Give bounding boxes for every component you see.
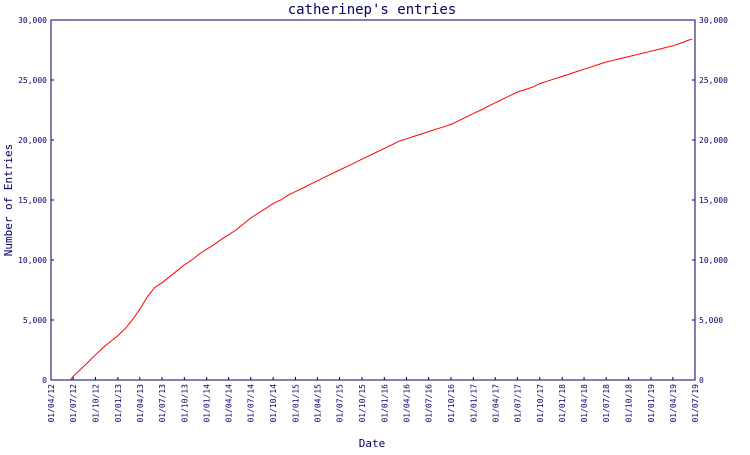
x-tick-label: 01/07/17: [513, 384, 522, 423]
y-tick-label-right: 30,000: [699, 16, 728, 25]
x-tick-label: 01/10/17: [536, 384, 545, 423]
x-tick-label: 01/07/18: [602, 384, 611, 423]
x-axis-label: Date: [359, 437, 386, 450]
chart-title: catherinep's entries: [288, 2, 457, 18]
x-tick-label: 01/07/19: [691, 384, 700, 423]
x-tick-label: 01/07/13: [158, 384, 167, 423]
y-axis-label: Number of Entries: [2, 144, 15, 257]
y-tick-label-left: 20,000: [18, 136, 47, 145]
x-tick-label: 01/10/15: [358, 384, 367, 423]
x-tick-label: 01/07/12: [69, 384, 78, 423]
y-tick-label-right: 20,000: [699, 136, 728, 145]
y-tick-label-left: 5,000: [23, 316, 47, 325]
x-tick-label: 01/01/15: [292, 384, 301, 423]
x-tick-label: 01/07/15: [336, 384, 345, 423]
y-tick-label-right: 15,000: [699, 196, 728, 205]
x-tick-label: 01/04/15: [313, 384, 322, 423]
x-tick-label: 01/07/14: [247, 384, 256, 423]
x-tick-label: 01/04/13: [136, 384, 145, 423]
y-tick-label-left: 0: [42, 376, 47, 385]
y-tick-label-right: 0: [699, 376, 704, 385]
y-tick-label-right: 25,000: [699, 76, 728, 85]
x-tick-label: 01/01/18: [558, 384, 567, 423]
y-tick-label-right: 5,000: [699, 316, 723, 325]
x-tick-label: 01/01/14: [203, 384, 212, 423]
x-tick-label: 01/04/18: [580, 384, 589, 423]
x-tick-label: 01/04/14: [225, 384, 234, 423]
x-tick-label: 01/01/19: [647, 384, 656, 423]
x-tick-label: 01/01/13: [114, 384, 123, 423]
y-tick-label-left: 10,000: [18, 256, 47, 265]
x-tick-label: 01/01/17: [469, 384, 478, 423]
x-tick-label: 01/10/14: [269, 384, 278, 423]
x-tick-label: 01/10/18: [625, 384, 634, 423]
x-tick-label: 01/04/12: [47, 384, 56, 423]
y-tick-label-left: 30,000: [18, 16, 47, 25]
y-tick-label-right: 10,000: [699, 256, 728, 265]
x-tick-label: 01/01/16: [380, 384, 389, 423]
x-tick-label: 01/04/17: [491, 384, 500, 423]
x-tick-label: 01/07/16: [425, 384, 434, 423]
x-tick-label: 01/10/16: [447, 384, 456, 423]
y-tick-label-left: 15,000: [18, 196, 47, 205]
x-tick-label: 01/04/19: [669, 384, 678, 423]
plot-frame: [50, 19, 696, 381]
x-tick-label: 01/10/13: [180, 384, 189, 423]
x-tick-label: 01/10/12: [92, 384, 101, 423]
x-tick-label: 01/04/16: [402, 384, 411, 423]
y-tick-label-left: 25,000: [18, 76, 47, 85]
series-line: [70, 38, 693, 381]
